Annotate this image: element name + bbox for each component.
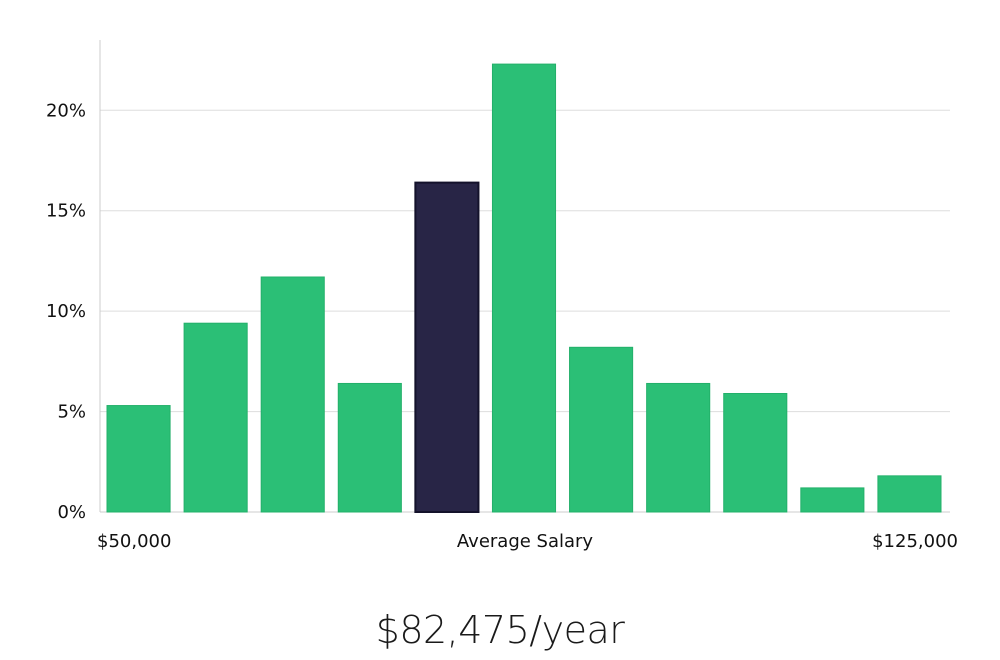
y-tick-label: 5% <box>57 402 86 423</box>
y-tick-labels: 0% 5% 10% 15% 20% <box>46 100 86 523</box>
bar-highlighted <box>414 181 480 513</box>
bar <box>877 475 942 513</box>
bar <box>723 392 788 513</box>
bar <box>183 322 248 513</box>
salary-histogram-chart: 0% 5% 10% 15% 20% $50,000 Average Salary $12… <box>46 40 958 552</box>
bar <box>337 382 402 513</box>
average-salary-value: $82,475/year <box>375 608 625 652</box>
y-tick-label: 15% <box>46 201 86 222</box>
y-tick-label: 0% <box>57 502 86 523</box>
x-axis-title: Average Salary <box>457 531 594 552</box>
x-axis-max-label: $125,000 <box>872 531 958 552</box>
y-tick-label: 20% <box>46 100 86 121</box>
bar <box>106 405 171 513</box>
bar <box>646 382 711 513</box>
bar <box>491 63 557 513</box>
bar <box>800 487 865 513</box>
y-tick-label: 10% <box>46 301 86 322</box>
bars <box>106 63 942 513</box>
bar <box>260 276 325 513</box>
bar <box>569 346 634 513</box>
x-axis-min-label: $50,000 <box>97 531 171 552</box>
